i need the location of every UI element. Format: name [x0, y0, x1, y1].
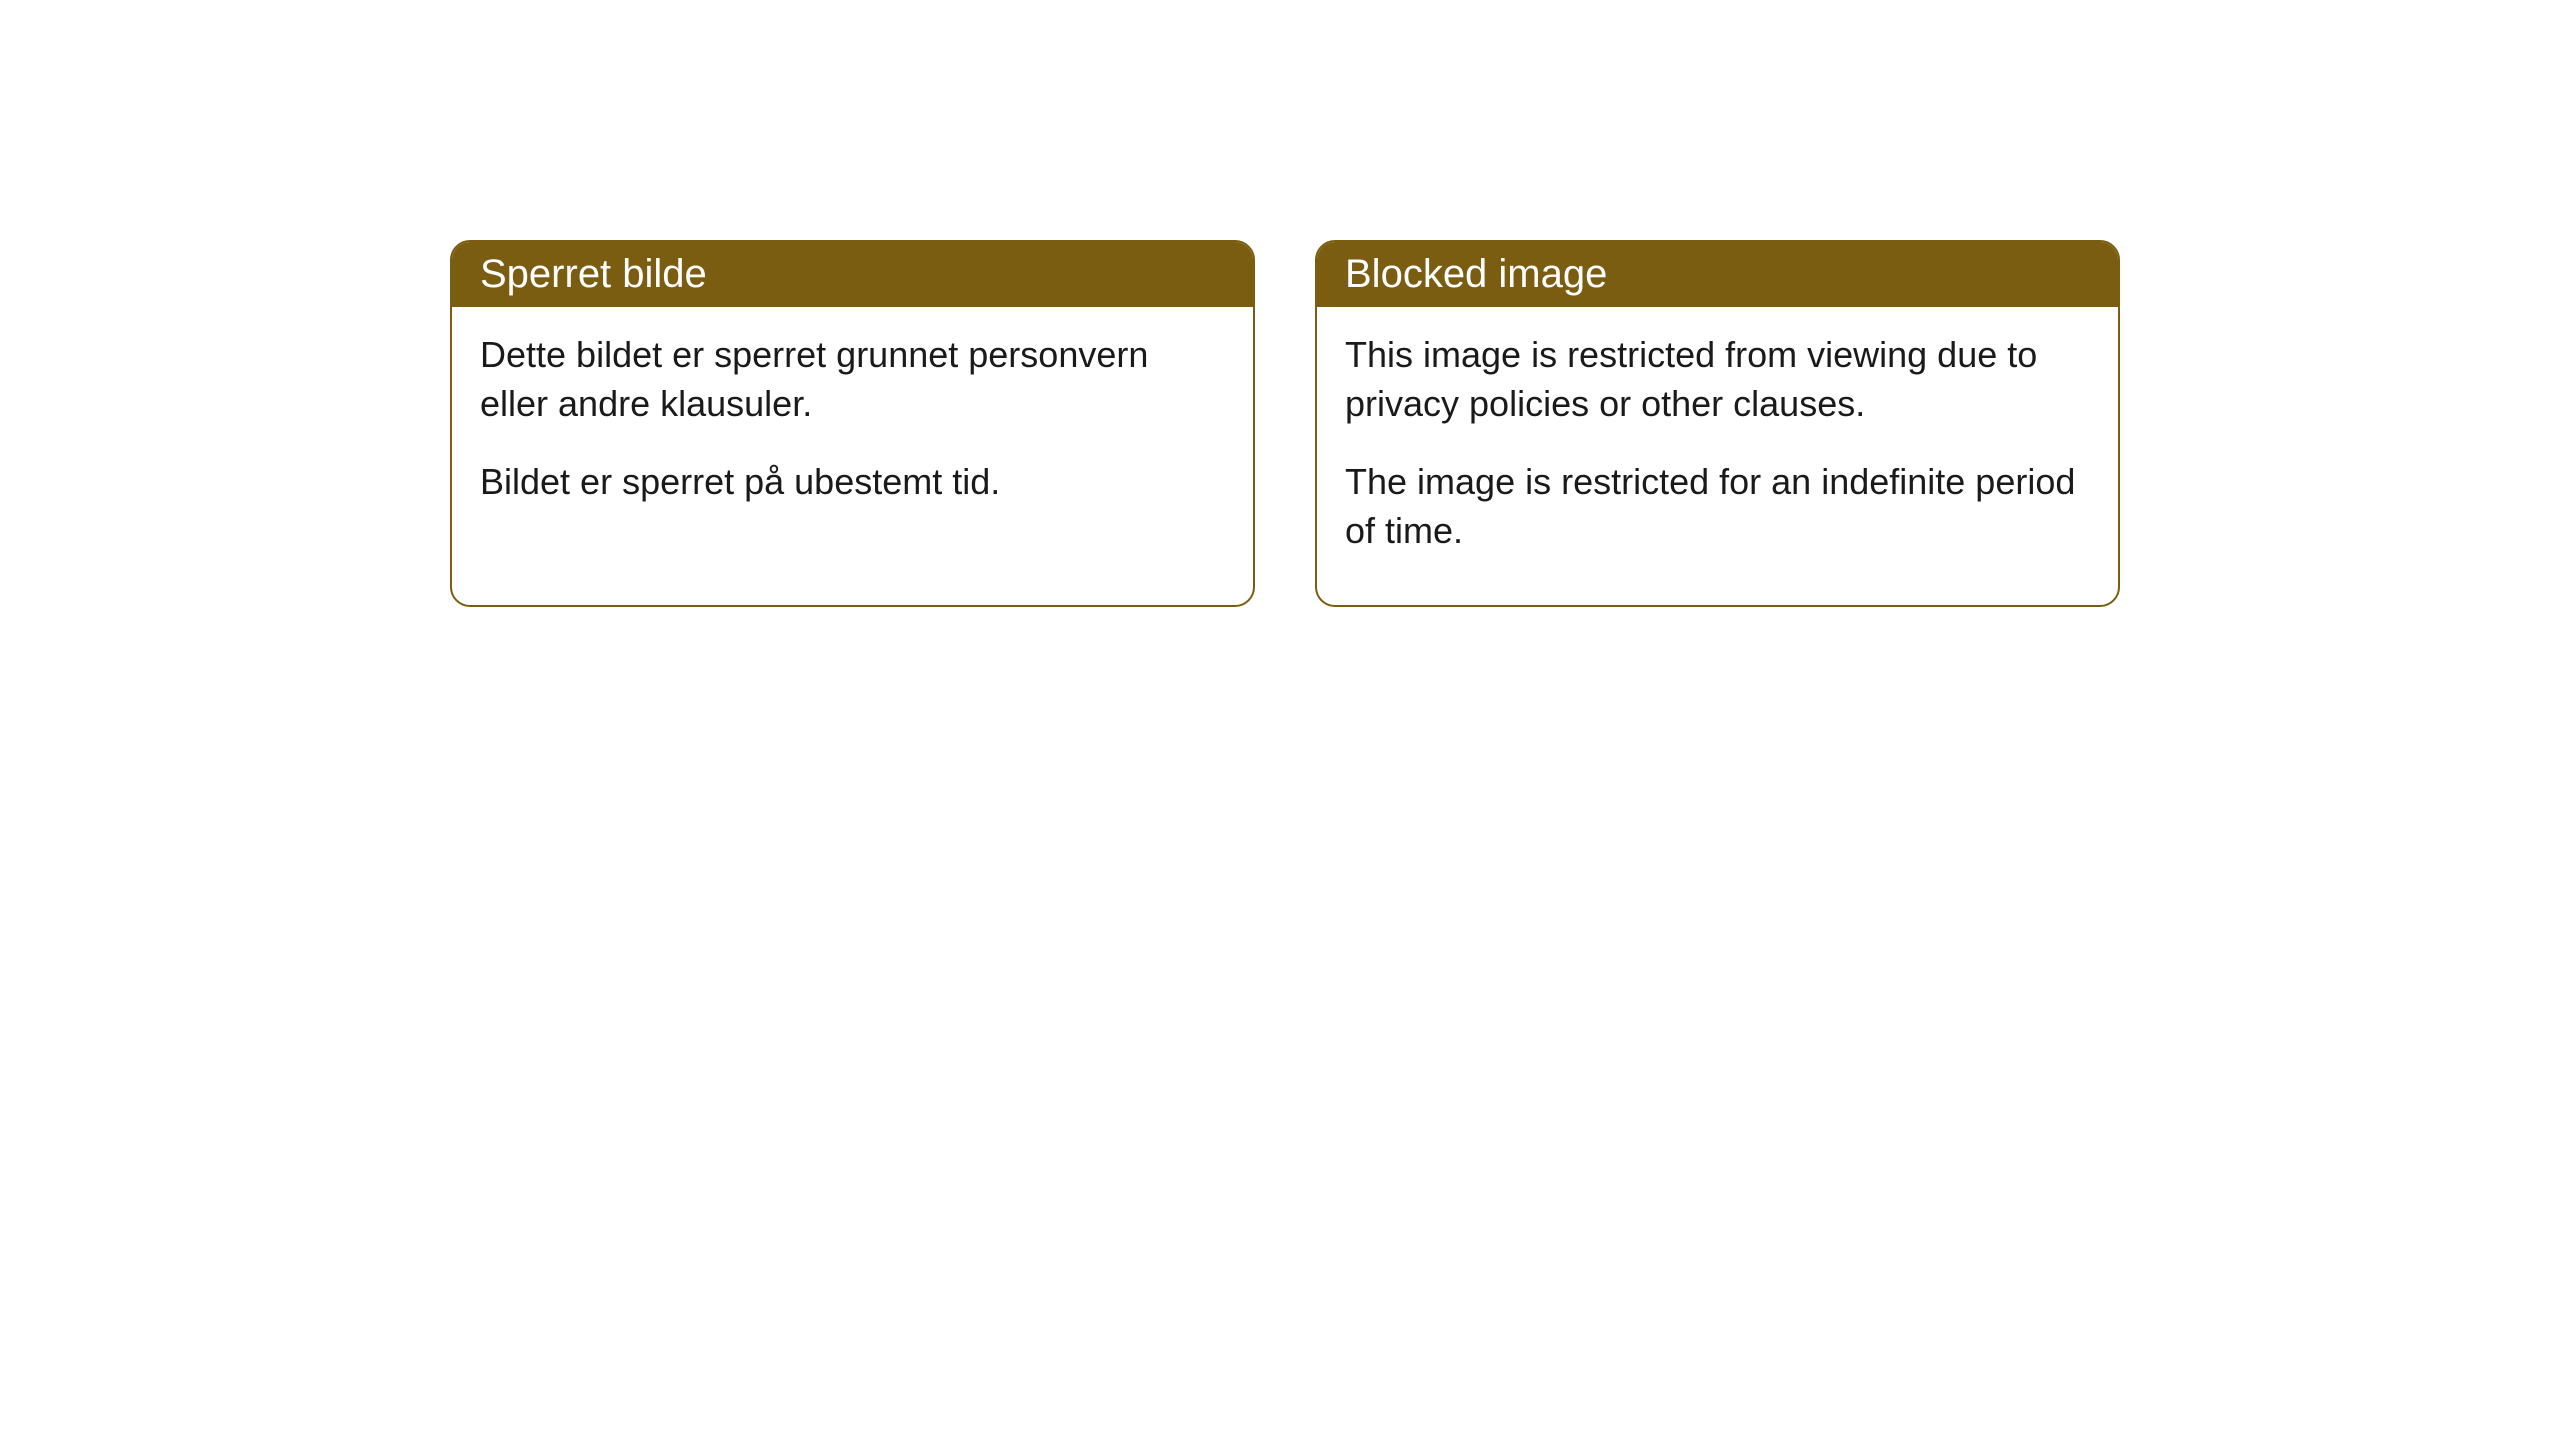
- notice-paragraph-2-norwegian: Bildet er sperret på ubestemt tid.: [480, 458, 1225, 507]
- notice-paragraph-1-norwegian: Dette bildet er sperret grunnet personve…: [480, 331, 1225, 428]
- notice-card-english: Blocked image This image is restricted f…: [1315, 240, 2120, 607]
- notice-body-english: This image is restricted from viewing du…: [1317, 307, 2118, 605]
- notice-paragraph-1-english: This image is restricted from viewing du…: [1345, 331, 2090, 428]
- notice-header-english: Blocked image: [1317, 242, 2118, 307]
- notice-body-norwegian: Dette bildet er sperret grunnet personve…: [452, 307, 1253, 557]
- notice-container: Sperret bilde Dette bildet er sperret gr…: [0, 0, 2560, 607]
- notice-card-norwegian: Sperret bilde Dette bildet er sperret gr…: [450, 240, 1255, 607]
- notice-header-norwegian: Sperret bilde: [452, 242, 1253, 307]
- notice-paragraph-2-english: The image is restricted for an indefinit…: [1345, 458, 2090, 555]
